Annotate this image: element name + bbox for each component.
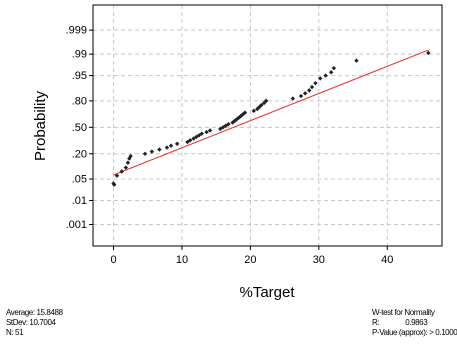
data-point [298, 93, 304, 99]
x-tick-label: 30 [313, 254, 325, 266]
data-point [323, 73, 328, 78]
r-stat-row: R: 0.9863 [372, 318, 457, 328]
fit-line [113, 49, 429, 176]
n-stat: N: 51 [6, 328, 24, 337]
summary-stats: Average: 15.8488 StDev: 10.7004 N: 51 [6, 308, 63, 338]
data-point [259, 102, 264, 108]
r-label: R: [372, 318, 380, 327]
y-tick-label: .80 [72, 95, 87, 107]
x-tick-labels: 0 10 20 30 40 [110, 246, 393, 266]
data-point [187, 138, 193, 143]
data-point [142, 151, 148, 156]
p-value-stat: P-Value (approx): > 0.1000 [372, 328, 457, 337]
y-tick-label: .01 [72, 195, 87, 207]
x-tick-label: 10 [176, 254, 188, 266]
data-point [114, 173, 120, 178]
data-point [199, 131, 205, 136]
data-point [354, 58, 359, 63]
data-point [290, 96, 296, 101]
data-point [302, 91, 308, 96]
data-point [236, 115, 241, 120]
data-point [125, 160, 131, 165]
data-points [111, 50, 431, 187]
data-point [313, 80, 318, 86]
data-point [164, 145, 170, 150]
data-point [185, 139, 190, 145]
data-point [174, 141, 180, 147]
data-point [128, 153, 133, 159]
y-tick-label: .95 [72, 70, 87, 82]
data-point [331, 65, 337, 71]
data-point [112, 182, 117, 187]
data-point [317, 76, 323, 81]
data-point [157, 147, 162, 152]
y-tick-label: .05 [72, 174, 87, 186]
stdev-stat: StDev: 10.7004 [6, 318, 56, 327]
data-point [251, 108, 257, 114]
y-tick-label: .99 [72, 49, 87, 61]
x-tick-label: 20 [244, 254, 256, 266]
y-axis-label: Probability [32, 90, 49, 161]
data-point [328, 70, 334, 75]
y-tick-label: .50 [72, 122, 87, 134]
y-tick-label: .001 [66, 219, 87, 231]
average-stat: Average: 15.8488 [6, 308, 63, 317]
x-tick-label: 40 [381, 254, 393, 266]
data-point [238, 113, 244, 119]
data-point [149, 149, 155, 154]
plot-frame [92, 4, 443, 247]
data-point [223, 123, 228, 128]
data-point [426, 50, 431, 56]
data-point [168, 143, 174, 148]
data-point [191, 136, 196, 141]
data-point [307, 88, 312, 93]
normality-test: W-test for Normality R: 0.9863 P-Value (a… [372, 308, 457, 338]
x-axis-label: %Target [239, 284, 295, 300]
y-tick-label: .20 [72, 148, 87, 160]
y-tick-labels: .001 .01 .05 .20 .50 .80 .95 .99 .999 [66, 25, 93, 231]
data-point [119, 169, 124, 174]
data-point [309, 84, 315, 90]
x-tick-label: 0 [110, 254, 116, 266]
data-point [207, 128, 213, 133]
data-point [263, 98, 269, 104]
normal-probability-plot: .001.01.05.20.50.80.95.99.999 0 10 20 30 40 … [32, 4, 443, 300]
data-point [123, 165, 129, 170]
r-value: 0.9863 [405, 318, 428, 327]
data-point [242, 110, 248, 115]
normality-test-title: W-test for Normality [372, 308, 435, 317]
grid-lines [93, 5, 442, 246]
data-point [226, 121, 231, 127]
data-point [204, 129, 209, 135]
y-tick-label: .999 [66, 25, 87, 37]
